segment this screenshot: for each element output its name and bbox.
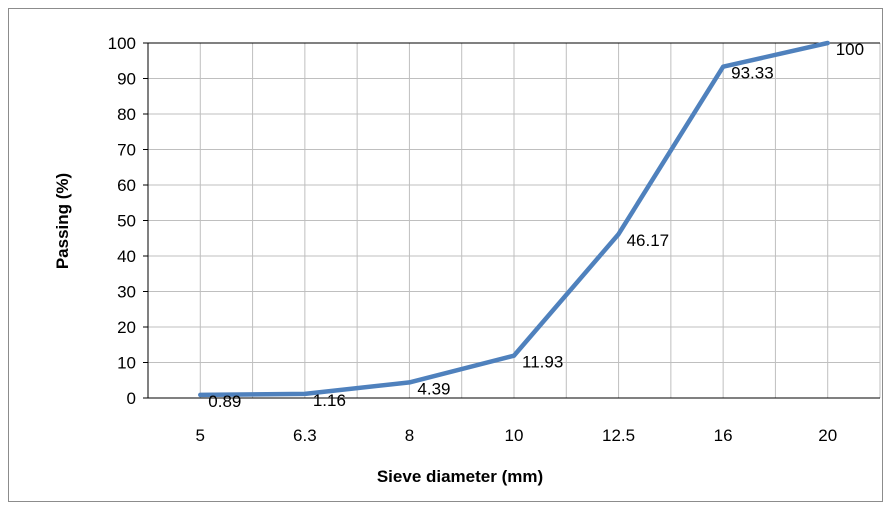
y-tick-label: 100 bbox=[108, 34, 136, 53]
x-axis-title: Sieve diameter (mm) bbox=[377, 467, 543, 486]
data-label: 1.16 bbox=[313, 391, 346, 410]
y-axis-ticks: 0 10 20 30 40 50 60 70 80 90 100 bbox=[108, 34, 136, 408]
data-label: 11.93 bbox=[522, 353, 563, 372]
x-tick-label: 16 bbox=[714, 426, 733, 445]
x-tick-label: 10 bbox=[505, 426, 524, 445]
x-axis-ticks: 5 6.3 8 10 12.5 16 20 bbox=[196, 426, 838, 445]
y-tick-label: 80 bbox=[117, 105, 136, 124]
y-tick-label: 0 bbox=[127, 389, 136, 408]
y-tick-label: 10 bbox=[117, 354, 136, 373]
grid-layer bbox=[143, 42, 881, 399]
x-tick-label: 12.5 bbox=[602, 426, 635, 445]
y-tick-label: 60 bbox=[117, 176, 136, 195]
y-tick-label: 50 bbox=[117, 212, 136, 231]
series-layer bbox=[198, 40, 830, 398]
x-tick-label: 8 bbox=[405, 426, 414, 445]
data-label: 0.89 bbox=[208, 392, 241, 411]
y-tick-label: 30 bbox=[117, 283, 136, 302]
y-tick-label: 70 bbox=[117, 141, 136, 160]
chart-frame bbox=[8, 8, 883, 502]
y-axis-title: Passing (%) bbox=[53, 173, 72, 269]
x-tick-label: 5 bbox=[196, 426, 205, 445]
data-label: 46.17 bbox=[627, 231, 670, 250]
data-label: 4.39 bbox=[417, 379, 450, 398]
y-tick-label: 40 bbox=[117, 247, 136, 266]
data-label: 100 bbox=[836, 40, 864, 59]
x-tick-label: 6.3 bbox=[293, 426, 317, 445]
y-tick-label: 90 bbox=[117, 70, 136, 89]
x-tick-label: 20 bbox=[818, 426, 837, 445]
series-line bbox=[198, 40, 830, 398]
data-labels: 0.89 1.16 4.39 11.93 46.17 93.33 100 bbox=[208, 40, 864, 411]
y-tick-label: 20 bbox=[117, 318, 136, 337]
data-label: 93.33 bbox=[731, 64, 774, 83]
